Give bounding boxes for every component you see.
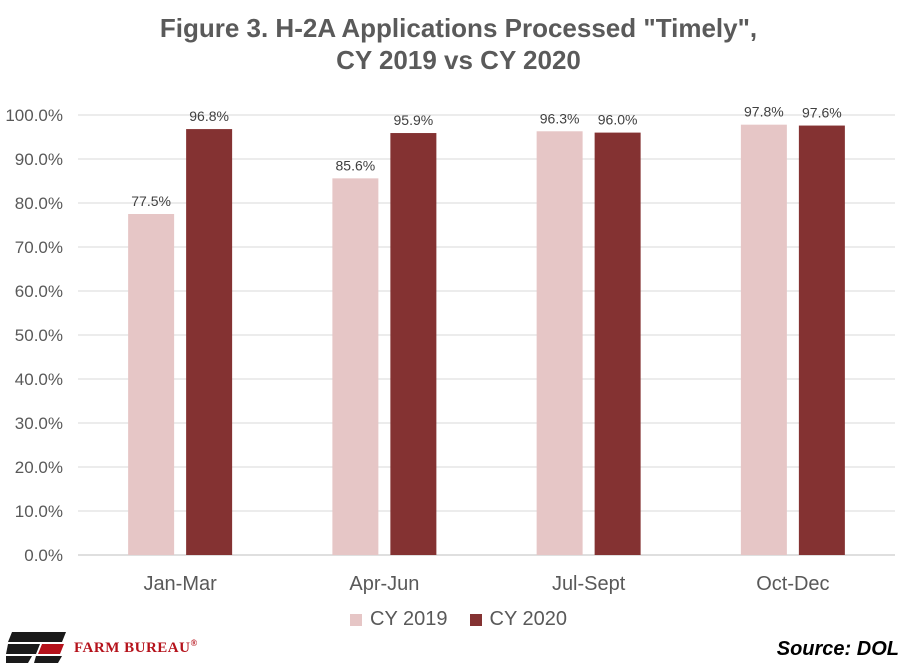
bar-cy2019: [740, 124, 787, 556]
source-note: Source: DOL: [776, 638, 899, 660]
y-tick-label: 60.0%: [15, 282, 63, 301]
y-tick-label: 90.0%: [15, 150, 63, 169]
y-tick-label: 10.0%: [15, 502, 63, 521]
farm-bureau-wordmark: FARM BUREAU®: [74, 637, 198, 656]
chart-title: Figure 3. H-2A Applications Processed "T…: [0, 12, 917, 76]
bar-cy2020: [798, 125, 845, 555]
bar-cy2020: [390, 133, 437, 556]
bar-chart: 0.0% 10.0% 20.0% 30.0% 40.0% 50.0% 60.0% 70.0% 8…: [5, 104, 895, 595]
legend-item-cy2019: CY 2019: [350, 608, 448, 631]
x-tick-label: Apr-Jun: [349, 573, 419, 595]
bar-cy2019: [128, 214, 175, 555]
legend-label-cy2019: CY 2019: [370, 608, 448, 630]
data-label: 95.9%: [394, 112, 434, 128]
y-tick-label: 20.0%: [15, 458, 63, 477]
x-tick-label: Oct-Dec: [756, 573, 829, 595]
y-tick-label: 80.0%: [15, 194, 63, 213]
y-tick-label: 50.0%: [15, 326, 63, 345]
data-label: 96.0%: [598, 112, 638, 128]
legend-label-cy2020: CY 2020: [489, 608, 567, 630]
y-tick-label: 100.0%: [5, 106, 63, 125]
data-label: 77.5%: [131, 193, 171, 209]
farm-bureau-emblem-icon: [6, 632, 66, 663]
farm-bureau-logo: FARM BUREAU®: [6, 630, 198, 664]
data-label: 97.8%: [744, 104, 784, 120]
chart-title-line-2: CY 2019 vs CY 2020: [336, 45, 581, 75]
bar-cy2019: [536, 131, 583, 555]
y-tick-label: 30.0%: [15, 414, 63, 433]
legend-swatch-cy2020: [469, 613, 482, 626]
data-label: 96.3%: [540, 110, 580, 126]
data-label: 96.8%: [189, 108, 229, 124]
data-label: 97.6%: [802, 105, 842, 121]
bar-cy2020: [186, 129, 233, 555]
chart-title-line-1: Figure 3. H-2A Applications Processed "T…: [159, 13, 758, 43]
y-tick-label: 0.0%: [24, 546, 63, 565]
x-tick-label: Jan-Mar: [143, 573, 217, 595]
bar-cy2020: [594, 132, 641, 555]
legend-item-cy2020: CY 2020: [469, 608, 567, 631]
y-tick-label: 70.0%: [15, 238, 63, 257]
y-tick-label: 40.0%: [15, 370, 63, 389]
legend: CY 2019 CY 2020: [0, 608, 917, 631]
data-label: 85.6%: [336, 157, 376, 173]
x-tick-label: Jul-Sept: [552, 573, 626, 595]
legend-swatch-cy2019: [350, 613, 363, 626]
bar-cy2019: [332, 178, 379, 556]
